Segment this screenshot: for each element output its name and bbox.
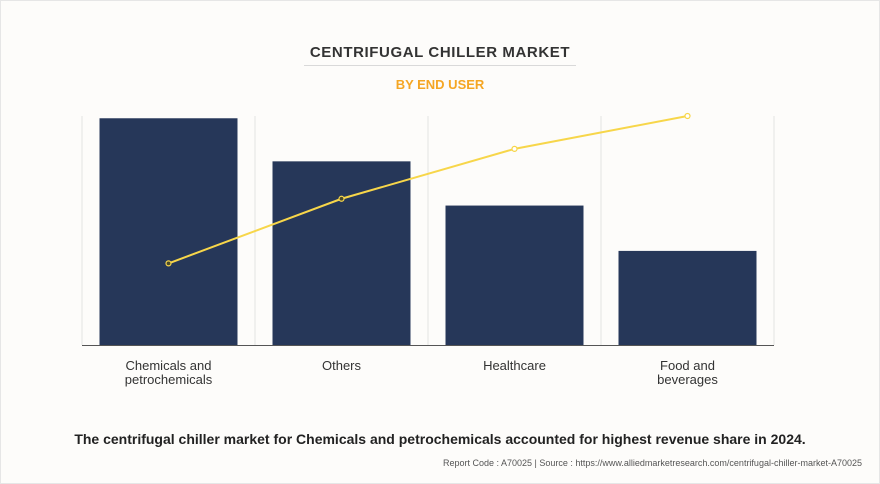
category-label: Healthcare (483, 358, 546, 373)
line-point (511, 145, 518, 152)
category-label: Others (322, 358, 362, 373)
trend-line-series (165, 112, 691, 267)
category-label: Food and beverages (657, 358, 718, 387)
trend-line (168, 115, 688, 265)
bar (99, 118, 238, 345)
bars (99, 118, 757, 345)
chart-title: CENTRIFUGAL CHILLER MARKET (309, 44, 571, 61)
bar (445, 205, 584, 345)
title-divider (304, 65, 576, 66)
chart-caption: The centrifugal chiller market for Chemi… (74, 431, 806, 447)
line-point (165, 260, 172, 267)
line-point (338, 195, 345, 202)
category-labels: Chemicals and petrochemicals Others Healthc… (125, 358, 719, 387)
line-point (684, 112, 691, 120)
source-note: Report Code : A70025 | Source : https://… (442, 458, 862, 468)
bar (618, 250, 757, 345)
bar (272, 161, 411, 345)
chart-subtitle: BY END USER (395, 77, 485, 92)
category-label: Chemicals and petrochemicals (125, 358, 213, 387)
bar-chart: Chemicals and petrochemicals Others Healthc… (81, 112, 775, 387)
